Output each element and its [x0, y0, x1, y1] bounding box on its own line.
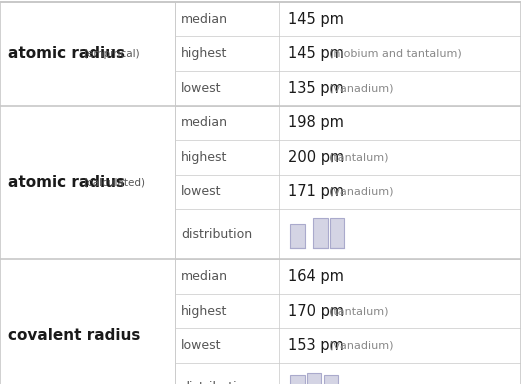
Text: atomic radius: atomic radius [8, 175, 125, 190]
Bar [330, 218, 344, 248]
Text: 171 pm: 171 pm [288, 184, 344, 200]
Bar [313, 218, 328, 248]
Text: highest: highest [181, 151, 227, 164]
Text: distribution: distribution [181, 228, 252, 241]
Text: (vanadium): (vanadium) [329, 83, 394, 93]
Text: 145 pm: 145 pm [288, 46, 344, 61]
Text: highest: highest [181, 305, 227, 318]
Text: (vanadium): (vanadium) [329, 341, 394, 351]
Text: lowest: lowest [181, 185, 221, 199]
Text: (empirical): (empirical) [83, 49, 140, 59]
Text: 135 pm: 135 pm [288, 81, 344, 96]
Text: median: median [181, 116, 228, 129]
Text: median: median [181, 13, 228, 26]
Text: median: median [181, 270, 228, 283]
Text: distribution: distribution [181, 381, 252, 384]
Text: 170 pm: 170 pm [288, 303, 344, 319]
Bar [290, 375, 305, 384]
Text: covalent radius: covalent radius [8, 328, 140, 344]
Text: (vanadium): (vanadium) [329, 187, 394, 197]
Text: 153 pm: 153 pm [288, 338, 344, 353]
Text: (calculated): (calculated) [83, 177, 145, 187]
Text: atomic radius: atomic radius [8, 46, 125, 61]
Text: 145 pm: 145 pm [288, 12, 344, 27]
Text: lowest: lowest [181, 339, 221, 352]
Text: (tantalum): (tantalum) [329, 306, 389, 316]
Text: 200 pm: 200 pm [288, 150, 344, 165]
Bar [324, 375, 338, 384]
Text: highest: highest [181, 47, 227, 60]
Bar [290, 224, 305, 248]
Text: 198 pm: 198 pm [288, 115, 344, 131]
Text: 164 pm: 164 pm [288, 269, 344, 284]
Text: (niobium and tantalum): (niobium and tantalum) [329, 49, 462, 59]
Text: lowest: lowest [181, 82, 221, 95]
Text: (tantalum): (tantalum) [329, 152, 389, 162]
Bar [307, 373, 321, 384]
